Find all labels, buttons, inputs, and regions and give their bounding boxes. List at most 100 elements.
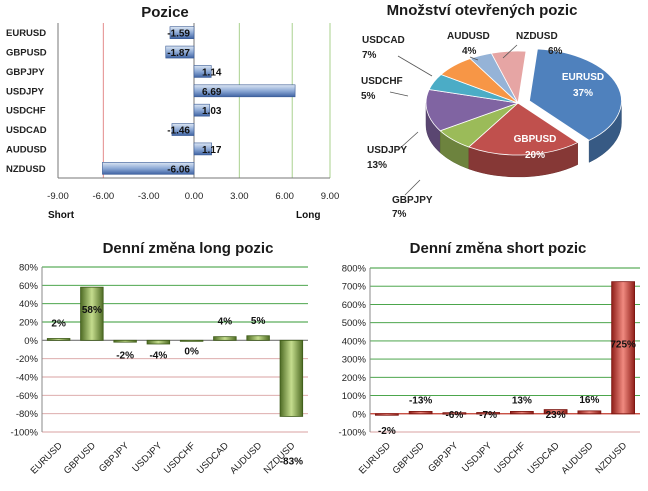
pie-slice-name: GBPUSD bbox=[514, 134, 557, 145]
pie-slice-name: AUDUSD bbox=[447, 31, 490, 42]
category-label: AUDUSD bbox=[6, 144, 47, 155]
x-tick-label: -9.00 bbox=[47, 191, 69, 202]
bar bbox=[165, 45, 195, 59]
pie-slice-percent: 37% bbox=[573, 88, 593, 99]
x-category-label: USDJPY bbox=[130, 440, 165, 475]
pie-slice-percent: 5% bbox=[361, 91, 376, 102]
bar-value-label: -1.59 bbox=[167, 29, 190, 40]
bar-value-label: -2% bbox=[378, 426, 396, 437]
bar-value-label: 16% bbox=[579, 395, 599, 406]
pie-slice bbox=[528, 48, 622, 141]
bar-value-label: 58% bbox=[82, 305, 102, 316]
y-tick-label: 60% bbox=[19, 281, 39, 292]
y-tick-label: 80% bbox=[19, 263, 39, 274]
bar bbox=[179, 339, 204, 342]
bar bbox=[193, 84, 296, 98]
bar bbox=[146, 339, 171, 345]
short-change-chart: Denní změna short pozic -100% 0% 100% 200% 30… bbox=[339, 240, 640, 476]
bar bbox=[213, 336, 237, 341]
open-positions-pie: Množství otevřených pozic EURUSD 37% GBPUSD… bbox=[361, 2, 622, 220]
y-tick-label: -40% bbox=[16, 373, 39, 384]
x-category-label: AUDUSD bbox=[559, 440, 595, 476]
bar-value-label: 4% bbox=[218, 317, 233, 328]
pie-leader-line bbox=[502, 44, 518, 59]
bar-value-label: 6.69 bbox=[202, 87, 222, 98]
pie-slice-name: GBPJPY bbox=[392, 195, 433, 206]
y-tick-label: 100% bbox=[342, 391, 367, 402]
x-tick-label: 6.00 bbox=[275, 191, 294, 202]
category-label: NZDUSD bbox=[6, 164, 46, 175]
y-tick-label: -20% bbox=[16, 354, 39, 365]
bar bbox=[80, 286, 104, 341]
pie-leader-line bbox=[469, 56, 479, 61]
chart-title: Množství otevřených pozic bbox=[387, 2, 578, 19]
bar-value-label: -13% bbox=[409, 395, 432, 406]
x-category-label: GBPJPY bbox=[426, 440, 461, 475]
bar-value-label: -83% bbox=[280, 456, 303, 467]
pie-slice-percent: 13% bbox=[367, 160, 387, 171]
bar bbox=[102, 162, 195, 175]
pie-slice-percent: 7% bbox=[392, 209, 407, 220]
bar bbox=[46, 338, 71, 341]
x-tick-label: 9.00 bbox=[321, 191, 340, 202]
x-category-label: USDCHF bbox=[162, 440, 198, 476]
y-tick-label: 20% bbox=[19, 318, 39, 329]
bar bbox=[543, 409, 568, 415]
x-category-label: EURUSD bbox=[29, 440, 65, 476]
bar bbox=[193, 65, 212, 78]
y-tick-label: 600% bbox=[342, 300, 367, 311]
x-category-label: USDCAD bbox=[526, 440, 562, 476]
pie-slice-name: NZDUSD bbox=[516, 31, 558, 42]
y-tick-label: 40% bbox=[19, 299, 39, 310]
pie-leader-line bbox=[397, 55, 433, 77]
pie-slice bbox=[468, 102, 579, 156]
bar-value-label: 2% bbox=[51, 319, 66, 330]
category-label: EURUSD bbox=[6, 28, 46, 39]
category-label: GBPUSD bbox=[6, 48, 47, 59]
chart-title: Denní změna long pozic bbox=[103, 240, 274, 257]
bar-value-label: 1.03 bbox=[202, 106, 222, 117]
x-category-label: USDCHF bbox=[492, 440, 528, 476]
x-category-label: USDCAD bbox=[195, 440, 231, 476]
category-label: USDCHF bbox=[6, 106, 46, 117]
bar-value-label: 1.17 bbox=[202, 145, 222, 156]
x-tick-label: -3.00 bbox=[138, 191, 160, 202]
bar-value-label: 23% bbox=[546, 410, 566, 421]
positions-chart: Pozice EURUSD -1.59 GBPUSD -1.87 GBPJPY 1.14 US… bbox=[6, 4, 339, 221]
bar bbox=[169, 26, 195, 39]
bar-value-label: -6% bbox=[445, 410, 463, 421]
bar bbox=[476, 412, 500, 415]
bar bbox=[279, 339, 304, 417]
x-category-label: GBPJPY bbox=[97, 440, 132, 475]
y-tick-label: 300% bbox=[342, 355, 367, 366]
pie-slice-name: USDCHF bbox=[361, 76, 403, 87]
y-tick-label: 800% bbox=[342, 264, 367, 275]
pie-leader-line bbox=[404, 179, 421, 196]
bar bbox=[193, 142, 212, 156]
bar-value-label: -1.87 bbox=[167, 48, 190, 59]
bar-value-label: 0% bbox=[184, 346, 199, 357]
bar-value-label: 13% bbox=[512, 395, 532, 406]
y-tick-label: -80% bbox=[16, 409, 39, 420]
bar bbox=[246, 335, 270, 341]
x-tick-label: 0.00 bbox=[185, 191, 204, 202]
pie-slice bbox=[490, 50, 527, 105]
bar-value-label: -2% bbox=[116, 350, 134, 361]
bar-value-label: 5% bbox=[251, 316, 266, 327]
x-tick-label: -6.00 bbox=[93, 191, 115, 202]
x-category-label: EURUSD bbox=[357, 440, 393, 476]
category-label: GBPJPY bbox=[6, 67, 45, 78]
y-tick-label: 500% bbox=[342, 318, 367, 329]
bar bbox=[509, 411, 534, 415]
pie-slice-percent: 20% bbox=[525, 150, 545, 161]
x-category-label: GBPUSD bbox=[391, 440, 427, 476]
long-change-chart: Denní změna long pozic -100% -80% -60% -40% -… bbox=[11, 240, 308, 476]
y-tick-label: 700% bbox=[342, 282, 367, 293]
bar bbox=[611, 281, 636, 415]
y-tick-label: -100% bbox=[11, 428, 39, 439]
pie-slice-percent: 4% bbox=[462, 46, 477, 57]
category-label: USDCAD bbox=[6, 125, 47, 136]
pie-slice-percent: 6% bbox=[548, 46, 563, 57]
